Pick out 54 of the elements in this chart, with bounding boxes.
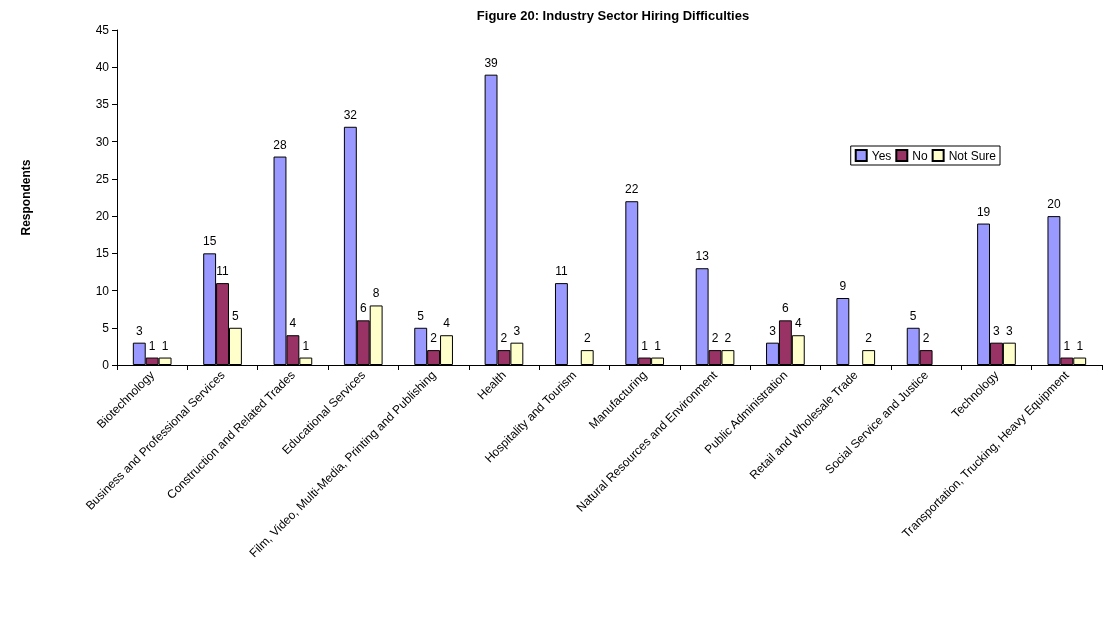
- data-label: 3: [1006, 323, 1014, 338]
- y-tick-label: 30: [95, 134, 110, 149]
- y-tick-label: 15: [95, 246, 110, 261]
- y-tick-label: 45: [95, 23, 110, 37]
- data-label: 8: [372, 286, 380, 301]
- y-tick-label: 0: [102, 358, 110, 372]
- data-label: 13: [695, 249, 710, 264]
- data-label: 1: [1076, 338, 1084, 353]
- data-label: 20: [1047, 197, 1061, 212]
- data-label: 5: [232, 308, 240, 323]
- data-label: 1: [654, 338, 662, 353]
- y-axis-title: Respondents: [19, 159, 33, 236]
- data-label: 6: [359, 301, 367, 316]
- data-label: 22: [625, 182, 639, 197]
- data-label: 3: [135, 323, 143, 338]
- data-label: 4: [289, 316, 297, 331]
- data-label: 19: [976, 204, 991, 219]
- y-tick-label: 20: [95, 209, 110, 224]
- data-label: 11: [216, 264, 230, 279]
- data-label: 2: [724, 331, 732, 346]
- data-label: 32: [343, 107, 358, 122]
- y-tick-label: 5: [102, 320, 110, 335]
- data-label: 1: [148, 338, 156, 353]
- data-label: 2: [500, 331, 508, 346]
- data-label: 1: [1063, 338, 1071, 353]
- data-label: 3: [993, 323, 1001, 338]
- data-label: 39: [484, 55, 499, 70]
- data-label: 2: [583, 331, 591, 346]
- data-label: 9: [839, 279, 847, 293]
- data-label: 1: [302, 338, 310, 353]
- y-tick-label: 25: [95, 171, 110, 186]
- data-label: 2: [430, 331, 438, 346]
- data-label: 6: [782, 301, 790, 316]
- data-label: 4: [794, 316, 802, 331]
- data-label: 2: [922, 331, 930, 346]
- data-label: 1: [641, 338, 649, 353]
- y-tick-label: 10: [95, 283, 110, 298]
- data-label: 4: [443, 316, 451, 331]
- data-label: 11: [555, 264, 568, 279]
- legend-label: Not Sure: [948, 148, 997, 163]
- y-tick-label: 40: [95, 60, 110, 75]
- legend-label: Yes: [871, 148, 892, 163]
- data-label: 5: [417, 308, 425, 323]
- chart-title: Figure 20: Industry Sector Hiring Difficulties: [476, 8, 750, 23]
- data-label: 2: [711, 331, 719, 346]
- legend-label: No: [912, 148, 928, 163]
- y-tick-label: 35: [95, 97, 110, 112]
- data-label: 2: [865, 331, 873, 346]
- data-label: 3: [513, 323, 521, 338]
- data-label: 28: [273, 137, 287, 152]
- data-label: 3: [769, 323, 777, 338]
- data-label: 1: [161, 338, 169, 353]
- data-label: 15: [202, 234, 217, 249]
- data-label: 5: [909, 308, 917, 323]
